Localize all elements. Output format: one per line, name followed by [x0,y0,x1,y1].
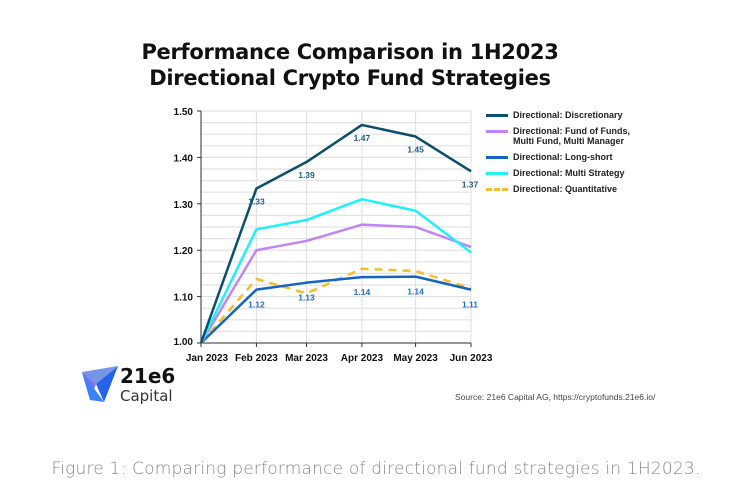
x-tick-label: Apr 2023 [341,353,384,364]
y-tick-label: 1.20 [174,246,194,257]
legend-label: Directional: Quantitative [513,184,618,194]
data-label: 1.13 [298,293,315,303]
x-tick-label: May 2023 [393,353,438,364]
data-label: 1.45 [407,145,424,155]
legend-label: Directional: Long-short [513,152,613,162]
data-label: 1.14 [354,287,371,297]
chart-title-line1: Performance Comparison in 1H2023 [141,40,559,64]
chart-title-line2: Directional Crypto Fund Strategies [149,66,551,90]
legend-label: Directional: Multi Strategy [513,168,625,178]
series-line-0 [199,123,472,344]
legend: Directional: Discretionary Directional: F… [486,110,636,200]
legend-swatch [486,130,508,133]
series-line-4 [200,267,472,344]
y-tick-label: 1.00 [174,337,194,348]
series-line-3 [199,197,472,344]
logo-subtext: Capital [120,387,173,405]
data-label: 1.47 [354,133,371,143]
legend-swatch [486,172,508,175]
data-label: 1.14 [407,287,424,297]
x-tick-label: Jun 2023 [450,353,493,364]
data-label: 1.39 [298,170,315,180]
legend-item: Directional: Fund of Funds, Multi Fund, … [486,126,636,146]
x-tick-label: Feb 2023 [235,353,278,364]
legend-item: Directional: Long-short [486,152,636,162]
source-note: Source: 21e6 Capital AG, https://cryptof… [455,392,656,402]
y-tick-label: 1.30 [174,200,194,211]
series-line-2 [200,275,472,344]
x-tick-label: Jan 2023 [186,353,229,364]
y-tick-label: 1.40 [174,153,194,164]
y-tick-label: 1.50 [174,107,194,118]
series-line-1 [199,223,472,344]
data-label: 1.11 [462,300,478,310]
legend-swatch [486,156,508,159]
legend-swatch [486,114,508,117]
data-label: 1.37 [462,179,479,189]
data-label: 1.33 [248,196,265,206]
legend-item: Directional: Multi Strategy [486,168,636,178]
y-tick-label: 1.10 [174,293,194,304]
logo-text: 21e6 [120,364,176,388]
figure-caption: Figure 1: Comparing performance of direc… [51,459,701,479]
data-label: 1.12 [248,300,265,310]
logo-icon [82,366,118,402]
legend-label: Directional: Discretionary [513,110,623,120]
legend-item: Directional: Quantitative [486,184,636,194]
legend-label: Directional: Fund of Funds, Multi Fund, … [513,126,630,146]
x-tick-label: Mar 2023 [285,353,328,364]
legend-swatch [486,188,508,191]
legend-item: Directional: Discretionary [486,110,636,120]
